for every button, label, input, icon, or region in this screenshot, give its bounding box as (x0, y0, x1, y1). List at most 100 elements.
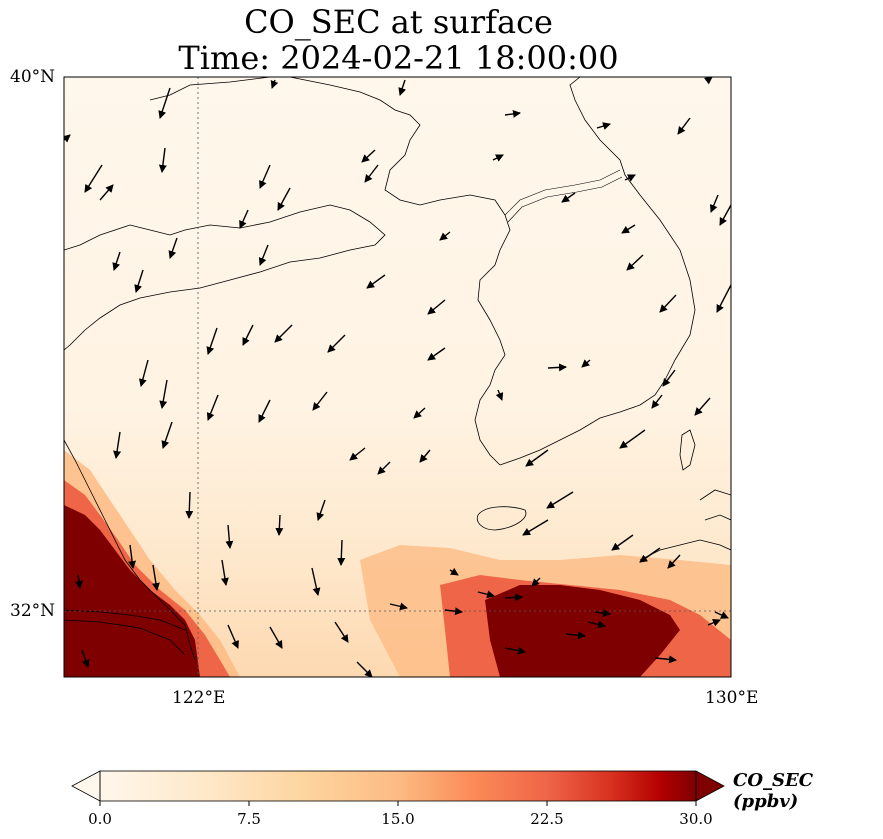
wind-arrow (361, 149, 376, 163)
wind-arrow (259, 164, 271, 189)
wind-arrow (662, 369, 676, 387)
map-frame (63, 76, 732, 678)
colorbar-tick-3: 22.5 (530, 810, 564, 828)
wind-arrow (206, 394, 219, 421)
coast-kyushu (639, 489, 731, 561)
wind-arrow (714, 611, 729, 619)
wind-arrow (161, 421, 173, 449)
colorbar-tick-2: 15.0 (381, 810, 415, 828)
wind-arrow (389, 602, 408, 611)
wind-arrow (112, 251, 121, 271)
wind-arrow (719, 204, 731, 226)
wind-arrow (659, 294, 677, 313)
coast-jiangsu (64, 439, 196, 661)
wind-arrow (327, 334, 346, 353)
wind-arrow (270, 79, 279, 89)
wind-arrow (113, 431, 122, 459)
wind-vectors (64, 77, 731, 677)
wind-arrow (504, 646, 526, 655)
wind-arrow (444, 607, 463, 616)
wind-arrow (427, 347, 446, 361)
colorbar-extend-high (695, 770, 725, 802)
wind-arrow (619, 429, 646, 449)
wind-arrow (311, 567, 321, 596)
wind-arrow (621, 224, 636, 234)
map-subtitle: Time: 2024-02-21 18:00:00 (178, 39, 619, 77)
lat-label-40N: 40°N (10, 67, 56, 87)
lat-label-32N: 32°N (10, 601, 56, 621)
wind-arrow (594, 609, 611, 618)
wind-arrow (413, 407, 426, 419)
wind-arrow (492, 154, 504, 162)
wind-arrow (677, 117, 691, 135)
wind-arrow (366, 274, 386, 289)
wind-arrow (587, 620, 606, 629)
plume-southeast-core (485, 585, 680, 677)
wind-arrow (356, 661, 373, 677)
coast-shandong (64, 204, 386, 351)
wind-arrow (707, 619, 721, 627)
plume-southwest-core (64, 505, 200, 677)
wind-arrow (225, 524, 234, 549)
colorbar (71, 770, 725, 806)
wind-arrow (158, 87, 171, 119)
wind-arrow (269, 626, 283, 649)
wind-arrow (159, 379, 168, 409)
wind-arrow (639, 547, 661, 563)
wind-arrow (84, 164, 103, 193)
wind-arrow (546, 491, 574, 509)
wind-arrow (349, 447, 366, 461)
colorbar-tick-0: 0.0 (88, 810, 112, 828)
wind-arrow (522, 519, 549, 536)
wind-arrow (626, 254, 644, 271)
wind-arrow (624, 174, 636, 182)
wind-arrow (312, 391, 328, 411)
wind-arrow (504, 593, 523, 602)
coast-tsushima (679, 429, 696, 471)
coast-korea-south (499, 379, 666, 466)
colorbar-extend-low (71, 770, 101, 802)
wind-arrow (694, 397, 711, 416)
wind-arrow (651, 394, 663, 409)
wind-arrow (64, 134, 71, 143)
wind-arrow (158, 147, 167, 173)
coast-bohai (149, 77, 506, 216)
wind-arrow (504, 109, 521, 118)
wind-arrow (531, 577, 541, 587)
wind-arrow (477, 590, 495, 599)
coastlines (64, 77, 731, 661)
wind-arrow (334, 621, 349, 643)
wind-arrow (239, 209, 249, 229)
wind-arrow (138, 359, 149, 387)
coast-jeju (476, 506, 527, 531)
coast-yangtze (64, 609, 186, 656)
wind-arrow (206, 327, 218, 355)
wind-arrow (258, 399, 271, 423)
colorbar-tick-4: 30.0 (679, 810, 713, 828)
coast-korea-west (474, 214, 511, 466)
colorbar-tick-1: 7.5 (237, 810, 261, 828)
wind-arrow (525, 449, 549, 467)
wind-arrow (242, 324, 254, 346)
wind-arrow (151, 564, 160, 591)
wind-arrow (99, 184, 114, 201)
wind-arrow (275, 514, 284, 536)
wind-arrow (398, 79, 407, 96)
wind-arrow (274, 324, 293, 343)
border-yalu (504, 169, 621, 216)
wind-arrow (581, 359, 591, 368)
wind-arrow (227, 624, 239, 649)
wind-arrow (547, 363, 567, 372)
colorbar-label: CO_SEC (ppbv) (733, 770, 814, 812)
wind-arrow (377, 461, 391, 475)
lon-label-122E: 122°E (172, 688, 226, 708)
wind-arrow (439, 231, 451, 241)
wind-arrow (565, 631, 586, 640)
wind-arrow (316, 499, 326, 521)
wind-arrow (364, 164, 379, 183)
wind-arrow (220, 559, 229, 586)
wind-arrow (185, 491, 194, 519)
wind-arrow (128, 544, 137, 569)
wind-arrow (654, 655, 677, 664)
wind-arrow (667, 554, 681, 569)
